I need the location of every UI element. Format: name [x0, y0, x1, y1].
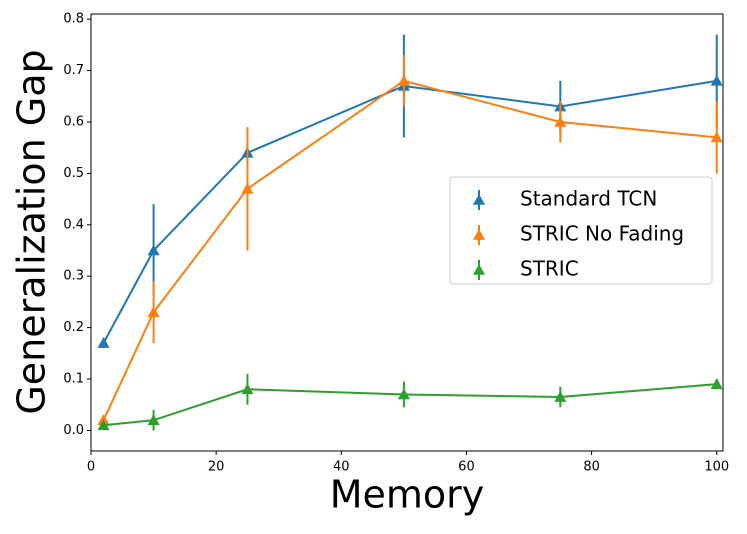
- marker: [147, 414, 160, 425]
- marker: [147, 306, 160, 317]
- marker: [397, 388, 410, 400]
- legend-label: STRIC No Fading: [520, 222, 684, 246]
- marker: [710, 131, 723, 143]
- x-tick-label: 0: [87, 460, 95, 475]
- x-tick-label: 40: [333, 460, 350, 475]
- marker: [97, 419, 110, 431]
- series-line: [103, 383, 717, 427]
- marker: [554, 391, 567, 402]
- series-line: [102, 79, 717, 344]
- plot-frame: [90, 13, 724, 452]
- series-line: [102, 79, 717, 421]
- legend-marker: [473, 194, 485, 205]
- legend-label: STRIC: [520, 257, 579, 281]
- legend-marker: [473, 264, 485, 275]
- y-tick-label: 0.0: [63, 423, 84, 438]
- marker: [710, 378, 723, 389]
- y-tick-label: 0.6: [63, 114, 84, 129]
- marker: [710, 74, 723, 86]
- y-tick-label: 0.1: [63, 372, 84, 387]
- legend-box: [449, 176, 713, 285]
- y-tick-label: 0.7: [63, 63, 84, 78]
- y-tick-label: 0.3: [63, 269, 84, 284]
- marker: [241, 182, 254, 194]
- marker: [554, 115, 567, 127]
- legend-label: Standard TCN: [520, 187, 657, 211]
- marker: [97, 337, 110, 348]
- y-tick-label: 0.4: [63, 217, 84, 232]
- x-tick-label: 20: [208, 460, 225, 475]
- y-tick-label: 0.5: [63, 166, 84, 181]
- y-axis-label: Generalization Gap: [10, 49, 54, 414]
- x-tick-label: 100: [704, 460, 729, 475]
- x-tick-label: 60: [458, 460, 475, 475]
- marker: [397, 74, 410, 86]
- marker: [241, 383, 254, 395]
- x-axis-label: Memory: [330, 473, 485, 517]
- y-tick-label: 0.2: [63, 320, 84, 335]
- y-tick-label: 0.8: [63, 12, 84, 27]
- x-tick-label: 80: [583, 460, 600, 475]
- marker: [147, 244, 160, 256]
- legend-marker: [473, 229, 485, 240]
